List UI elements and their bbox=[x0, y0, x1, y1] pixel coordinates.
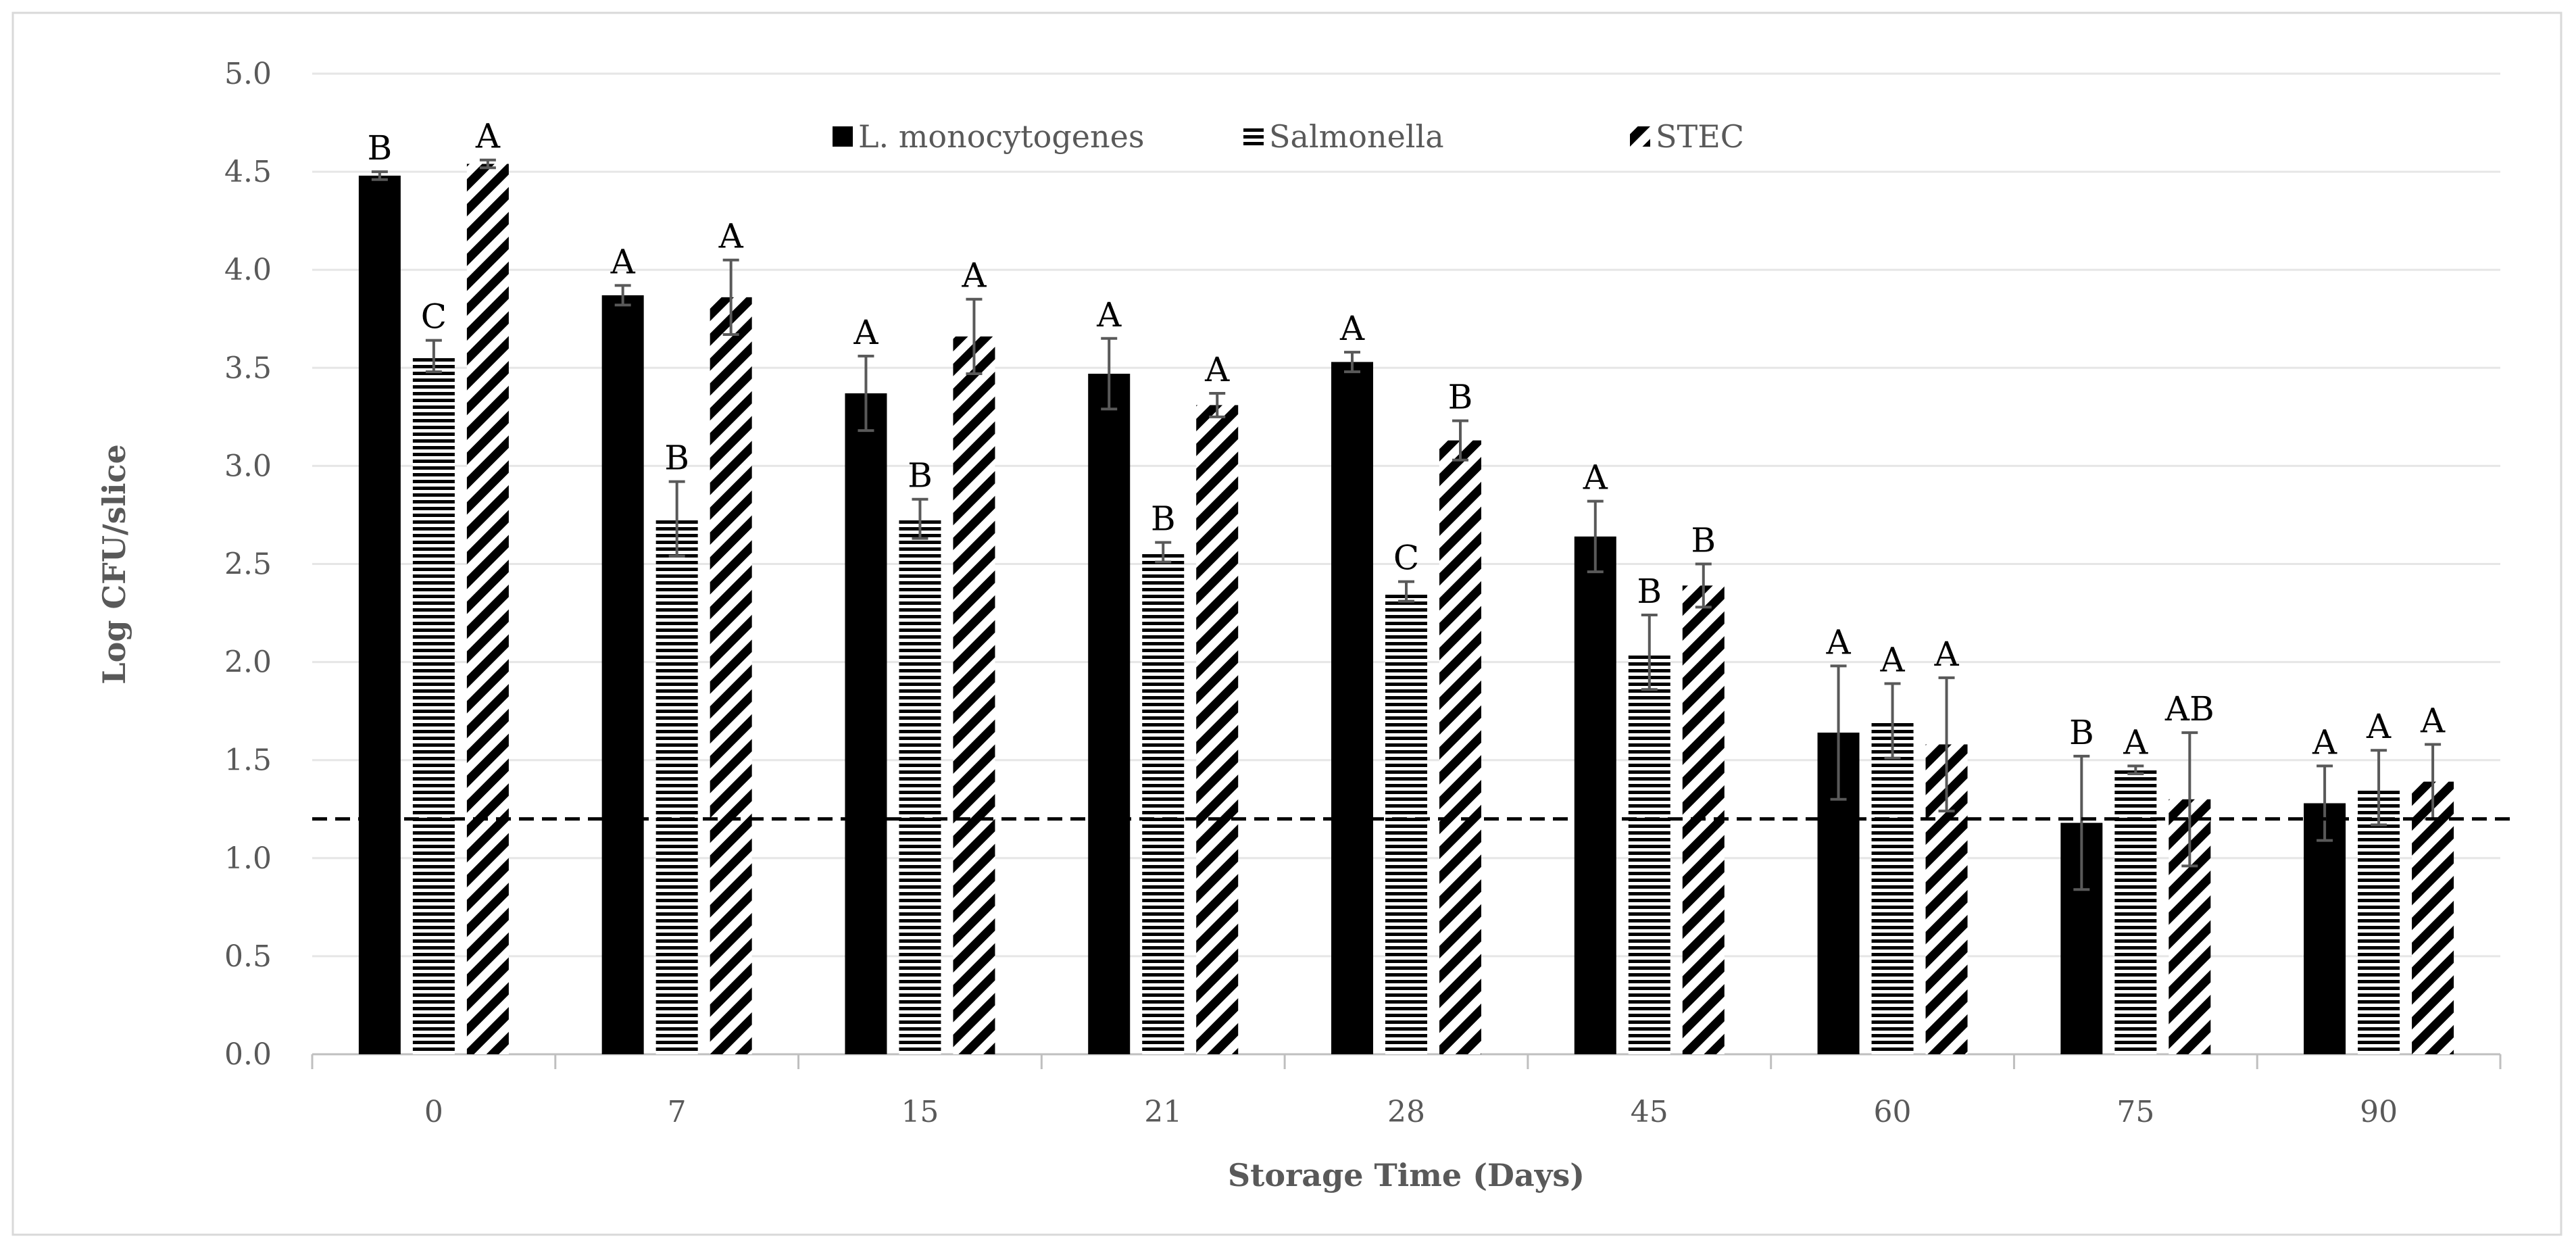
legend-label: STEC bbox=[1656, 118, 1744, 155]
significance-letter: C bbox=[421, 297, 447, 337]
significance-letter: A bbox=[1880, 641, 1906, 680]
bar-horizontal bbox=[1628, 652, 1670, 1054]
bar-horizontal bbox=[1142, 552, 1185, 1054]
significance-letter: A bbox=[1934, 635, 1960, 674]
y-tick-label: 0.5 bbox=[224, 939, 272, 974]
significance-letter: A bbox=[1204, 350, 1230, 389]
significance-letter: B bbox=[2069, 713, 2094, 752]
y-tick-label: 3.5 bbox=[224, 351, 272, 385]
x-tick-label: 60 bbox=[1874, 1095, 1912, 1129]
y-tick-label: 2.5 bbox=[224, 547, 272, 582]
bar-solid bbox=[1088, 374, 1131, 1054]
legend-swatch-solid bbox=[833, 126, 853, 147]
significance-letter: B bbox=[368, 128, 393, 168]
significance-letter: A bbox=[1826, 622, 1852, 662]
y-tick-label: 5.0 bbox=[224, 57, 272, 91]
significance-letter: A bbox=[2312, 722, 2337, 762]
x-tick-label: 21 bbox=[1144, 1095, 1182, 1129]
bar-solid bbox=[601, 295, 644, 1054]
x-tick-label: 15 bbox=[901, 1095, 939, 1129]
x-tick-label: 45 bbox=[1631, 1095, 1668, 1129]
significance-letter: B bbox=[908, 456, 933, 495]
bar-horizontal bbox=[1871, 720, 1914, 1054]
legend-swatch-diagonal bbox=[1630, 126, 1650, 147]
y-tick-label: 1.0 bbox=[224, 841, 272, 876]
significance-letter: B bbox=[1448, 378, 1473, 417]
y-axis-label: Log CFU/slice bbox=[96, 444, 132, 685]
significance-letter: A bbox=[1583, 458, 1608, 497]
significance-letter: A bbox=[961, 256, 987, 295]
bar-solid bbox=[1574, 536, 1616, 1054]
significance-letter: A bbox=[2366, 707, 2392, 746]
x-tick-label: 7 bbox=[668, 1095, 687, 1129]
bar-solid bbox=[358, 175, 401, 1054]
significance-letter: B bbox=[664, 439, 689, 478]
y-tick-label: 4.5 bbox=[224, 155, 272, 189]
significance-letter: C bbox=[1393, 539, 1419, 578]
significance-letter: A bbox=[718, 217, 744, 256]
bar-solid bbox=[1331, 362, 1373, 1054]
y-tick-label: 4.0 bbox=[224, 253, 272, 287]
significance-letter: AB bbox=[2164, 689, 2214, 729]
y-tick-label: 1.5 bbox=[224, 743, 272, 778]
x-tick-label: 0 bbox=[424, 1095, 443, 1129]
y-tick-label: 3.0 bbox=[224, 449, 272, 483]
bar-horizontal bbox=[2114, 770, 2157, 1054]
bar-horizontal bbox=[655, 518, 698, 1054]
bar-horizontal bbox=[412, 355, 455, 1055]
bar-horizontal bbox=[2358, 787, 2400, 1054]
significance-letter: A bbox=[1096, 295, 1122, 335]
significance-letter: A bbox=[1339, 309, 1365, 348]
significance-letter: B bbox=[1691, 521, 1716, 560]
legend-label: L. monocytogenes bbox=[858, 118, 1144, 155]
y-tick-label: 0.0 bbox=[224, 1037, 272, 1072]
bar-horizontal bbox=[899, 518, 941, 1054]
x-tick-label: 90 bbox=[2360, 1095, 2398, 1129]
significance-letter: A bbox=[2123, 722, 2148, 762]
bar-diagonal bbox=[2412, 781, 2454, 1054]
y-tick-label: 2.0 bbox=[224, 645, 272, 680]
significance-letter: A bbox=[475, 117, 501, 156]
bar-diagonal bbox=[1439, 440, 1481, 1054]
significance-letter: A bbox=[853, 313, 878, 352]
bar-diagonal bbox=[1196, 405, 1239, 1054]
bar-solid bbox=[2304, 803, 2346, 1054]
significance-letter: A bbox=[2420, 701, 2446, 740]
bar-horizontal bbox=[1385, 591, 1427, 1054]
x-tick-label: 28 bbox=[1387, 1095, 1425, 1129]
x-axis-label: Storage Time (Days) bbox=[1228, 1157, 1585, 1193]
significance-letter: A bbox=[610, 242, 636, 281]
bar-diagonal bbox=[710, 297, 752, 1054]
bar-diagonal bbox=[953, 336, 995, 1054]
x-tick-label: 75 bbox=[2116, 1095, 2154, 1129]
bar-diagonal bbox=[466, 164, 509, 1055]
legend-label: Salmonella bbox=[1269, 118, 1444, 155]
significance-letter: B bbox=[1637, 572, 1662, 611]
legend-swatch-horizontal bbox=[1243, 126, 1264, 147]
significance-letter: B bbox=[1151, 499, 1176, 539]
bar-solid bbox=[845, 393, 887, 1054]
